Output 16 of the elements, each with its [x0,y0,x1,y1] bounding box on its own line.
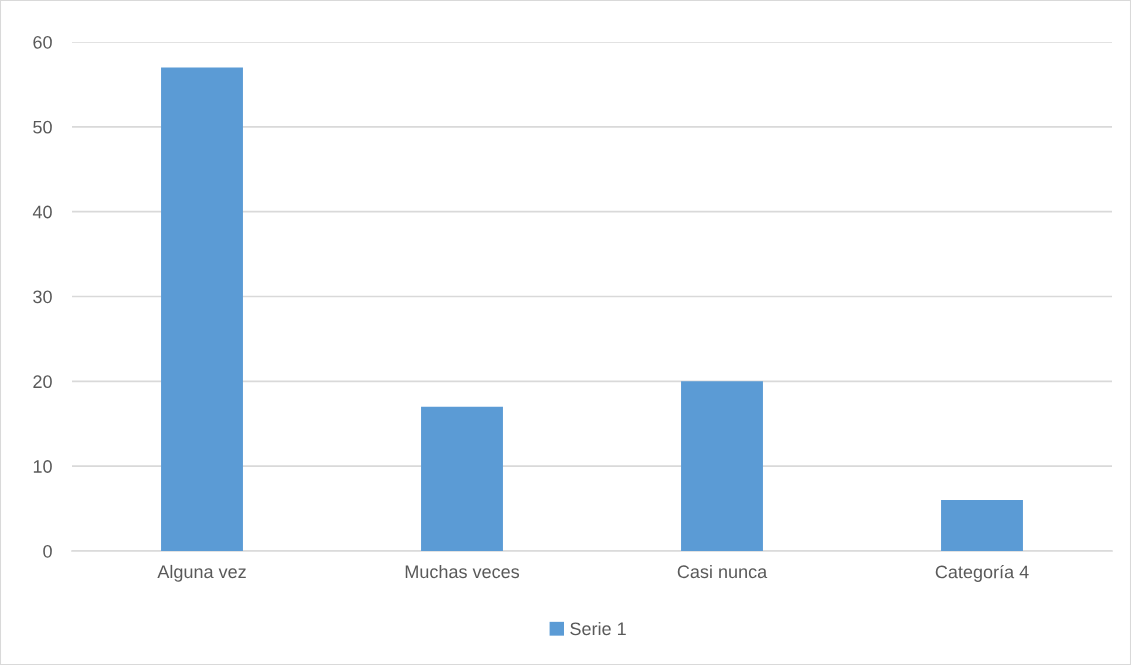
bar [161,67,243,551]
y-tick-label: 0 [43,544,52,558]
y-tick-label: 60 [33,35,52,49]
x-tick-label: Alguna vez [157,564,246,582]
y-tick-label: 20 [33,375,52,389]
y-tick-label: 40 [32,205,52,219]
y-tick-label: 10 [33,460,52,473]
x-tick-label: Categoría 4 [935,564,1029,582]
x-tick-label: Muchas veces [405,564,520,579]
x-tick-label: Casi nunca [677,564,768,579]
legend-label: Serie 1 [570,621,626,636]
y-tick-label: 30 [33,290,52,304]
bar [421,406,503,551]
bar [941,500,1023,551]
y-tick-label: 50 [33,120,52,134]
bar [681,381,763,551]
